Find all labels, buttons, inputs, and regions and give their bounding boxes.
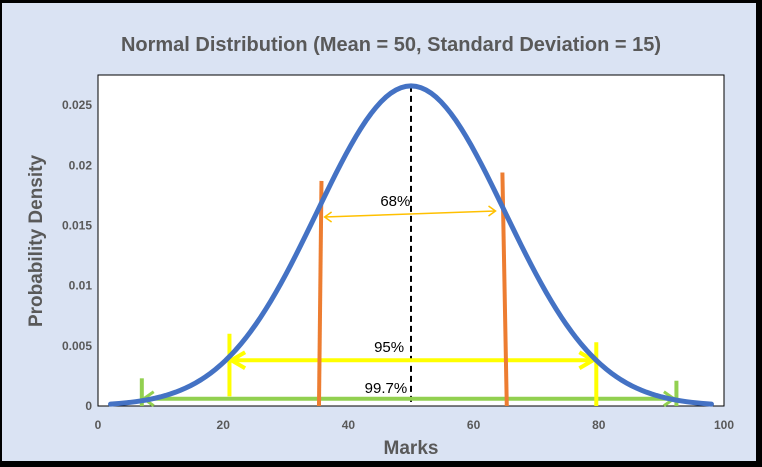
x-tick-label: 60 [467,418,481,432]
x-tick-label: 100 [714,418,734,432]
label-68: 68% [380,193,410,210]
chart-title: Normal Distribution (Mean = 50, Standard… [121,34,661,56]
sd2-arrow-head-left [227,350,247,370]
x-tick-label: 20 [217,418,231,432]
sd1-arrow-head-left [323,211,333,223]
y-axis-ticks: 0 0.005 0.01 0.015 0.02 0.025 [62,98,92,413]
sd1-arrow-head-right [488,205,497,217]
normal-distribution-chart: Normal Distribution (Mean = 50, Standard… [26,34,735,459]
chart-area: Normal Distribution (Mean = 50, Standard… [2,3,756,461]
y-tick-label: 0.005 [62,339,92,353]
y-tick-label: 0 [85,399,92,413]
y-tick-label: 0.02 [69,158,93,172]
y-tick-label: 0.015 [62,218,92,232]
y-tick-label: 0.025 [62,98,92,112]
x-tick-label: 0 [95,418,102,432]
y-axis-title: Probability Density [26,155,47,328]
label-99-7: 99.7% [365,380,408,397]
y-tick-label: 0.01 [69,279,93,293]
sd1-left-bar [316,180,324,407]
x-axis-title: Marks [384,438,439,459]
x-tick-label: 40 [342,418,356,432]
sd1-arrow-line [324,210,496,218]
chart-marks: 68% 95% 99.7% [108,83,714,408]
label-95: 95% [374,339,404,356]
x-axis-ticks: 0 20 40 60 80 100 [95,418,735,432]
x-tick-label: 80 [592,418,606,432]
bell-curve-series [108,83,714,407]
